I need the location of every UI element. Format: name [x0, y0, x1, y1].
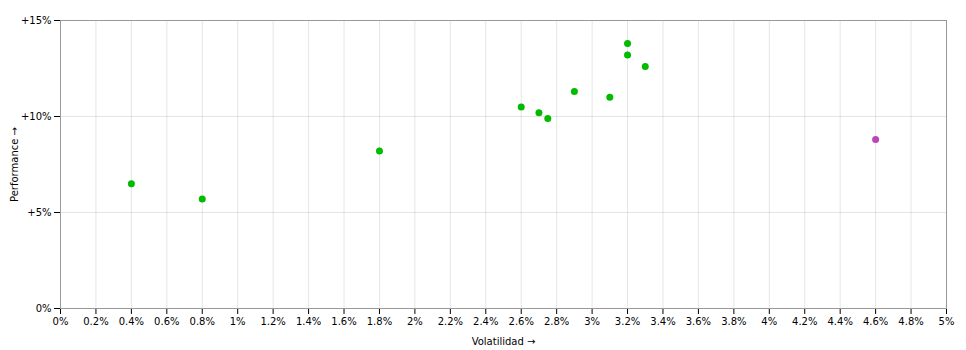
svg-text:4.4%: 4.4% — [827, 316, 852, 327]
svg-text:3.4%: 3.4% — [650, 316, 675, 327]
svg-text:1.6%: 1.6% — [331, 316, 356, 327]
svg-text:3%: 3% — [584, 316, 600, 327]
svg-text:0%: 0% — [36, 303, 52, 314]
svg-text:3.8%: 3.8% — [721, 316, 746, 327]
svg-text:3.2%: 3.2% — [615, 316, 640, 327]
svg-text:2.8%: 2.8% — [544, 316, 569, 327]
svg-text:4.8%: 4.8% — [898, 316, 923, 327]
svg-text:0.6%: 0.6% — [154, 316, 179, 327]
svg-text:4%: 4% — [761, 316, 777, 327]
svg-text:1.2%: 1.2% — [260, 316, 285, 327]
svg-text:0.4%: 0.4% — [119, 316, 144, 327]
svg-text:2.2%: 2.2% — [438, 316, 463, 327]
svg-text:+15%: +15% — [21, 15, 52, 26]
svg-text:2.6%: 2.6% — [509, 316, 534, 327]
svg-text:2.4%: 2.4% — [473, 316, 498, 327]
svg-text:2%: 2% — [407, 316, 423, 327]
svg-text:0.2%: 0.2% — [83, 316, 108, 327]
svg-text:+5%: +5% — [27, 207, 51, 218]
svg-text:5%: 5% — [939, 316, 955, 327]
svg-text:1%: 1% — [230, 316, 246, 327]
svg-text:4.6%: 4.6% — [863, 316, 888, 327]
svg-text:4.2%: 4.2% — [792, 316, 817, 327]
svg-text:Volatilidad →: Volatilidad → — [472, 336, 536, 347]
svg-text:+10%: +10% — [21, 111, 52, 122]
svg-text:1.4%: 1.4% — [296, 316, 321, 327]
svg-text:Performance →: Performance → — [9, 127, 20, 202]
svg-text:3.6%: 3.6% — [686, 316, 711, 327]
svg-text:0%: 0% — [53, 316, 69, 327]
svg-text:1.8%: 1.8% — [367, 316, 392, 327]
svg-text:0.8%: 0.8% — [190, 316, 215, 327]
